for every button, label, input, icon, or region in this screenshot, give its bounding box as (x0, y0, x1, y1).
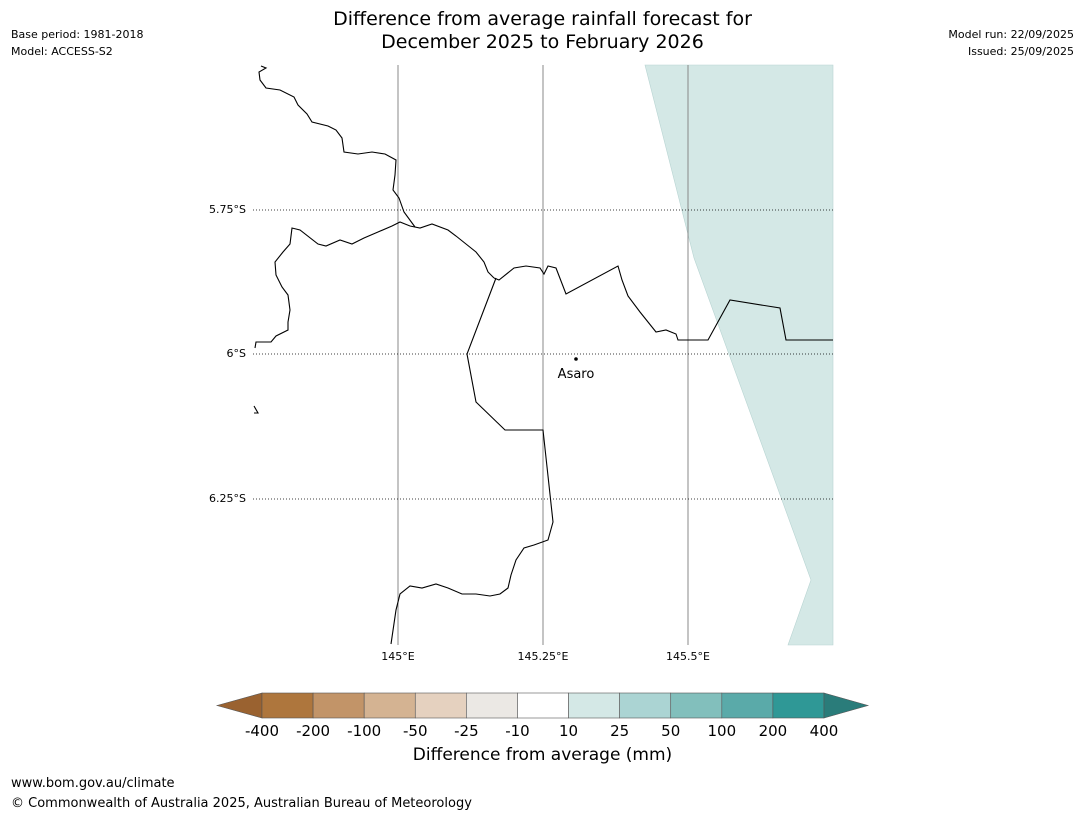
colorbar-segment (670, 692, 723, 719)
place-label: Asaro (558, 367, 595, 382)
colorbar-segment (772, 692, 825, 719)
asaro-marker (574, 357, 578, 361)
lon-label-145-5: 145.5°E (666, 650, 710, 663)
colorbar-tick-label: 400 (810, 722, 839, 740)
model-run: Model run: 22/09/2025 (948, 28, 1074, 41)
colorbar-segment (466, 692, 518, 719)
title-line-2: December 2025 to February 2026 (381, 31, 704, 53)
colorbar-tick-label: -400 (245, 722, 279, 740)
rainfall-map: Asaro 5.75°S 6°S 6.25°S 145°E 145.25°E 1… (209, 64, 870, 740)
title-line-1: Difference from average rainfall forecas… (333, 8, 752, 30)
colorbar-segment (312, 692, 365, 719)
colorbar-tick-label: -200 (296, 722, 330, 740)
lat-label-6-25: 6.25°S (209, 492, 246, 505)
colorbar: -400 -200 -100 -50 -25 -10 10 25 50 100 200 400 (215, 692, 870, 740)
lon-label-145: 145°E (381, 650, 414, 663)
colorbar-label: Difference from average (mm) (412, 745, 673, 765)
issued-date: Issued: 25/09/2025 (967, 45, 1074, 58)
meta-right: Model run: 22/09/2025 Issued: 25/09/2025 (948, 26, 1074, 60)
lat-label-6: 6°S (227, 347, 246, 360)
boundary-central (493, 265, 833, 341)
colorbar-tick-label: 25 (610, 722, 629, 740)
forecast-shade-region (644, 64, 834, 646)
colorbar-tick-label: 50 (661, 722, 680, 740)
map-title: Difference from average rainfall forecas… (0, 8, 1085, 54)
footer: www.bom.gov.au/climate © Commonwealth of… (11, 774, 472, 814)
boundary-north (258, 65, 416, 228)
colorbar-segment (568, 692, 620, 719)
footer-url: www.bom.gov.au/climate (11, 776, 175, 791)
boundary-west (254, 221, 495, 349)
colorbar-extend-high (823, 692, 870, 719)
lat-label-5-75: 5.75°S (209, 203, 246, 216)
province-boundaries (253, 65, 833, 645)
colorbar-tick-label: 100 (707, 722, 736, 740)
colorbar-tick-label: -25 (454, 722, 479, 740)
colorbar-extend-low (215, 692, 263, 719)
base-period: Base period: 1981-2018 (11, 28, 144, 41)
colorbar-segment (619, 692, 672, 719)
footer-copyright: © Commonwealth of Australia 2025, Austra… (11, 796, 472, 811)
colorbar-segment (414, 692, 467, 719)
meta-left: Base period: 1981-2018 Model: ACCESS-S2 (11, 26, 143, 60)
colorbar-segment (363, 692, 416, 719)
colorbar-tick-label: -10 (505, 722, 530, 740)
colorbar-tick-label: 10 (559, 722, 578, 740)
colorbar-segment (721, 692, 774, 719)
colorbar-tick-label: -50 (403, 722, 428, 740)
colorbar-segment (517, 692, 569, 719)
boundary-south (390, 277, 554, 645)
lon-label-145-25: 145.25°E (518, 650, 569, 663)
model-name: Model: ACCESS-S2 (11, 45, 113, 58)
colorbar-segment (261, 692, 314, 719)
graticule (253, 65, 833, 645)
colorbar-tick-label: 200 (759, 722, 788, 740)
colorbar-tick-label: -100 (347, 722, 381, 740)
boundary-fragment (253, 405, 259, 414)
